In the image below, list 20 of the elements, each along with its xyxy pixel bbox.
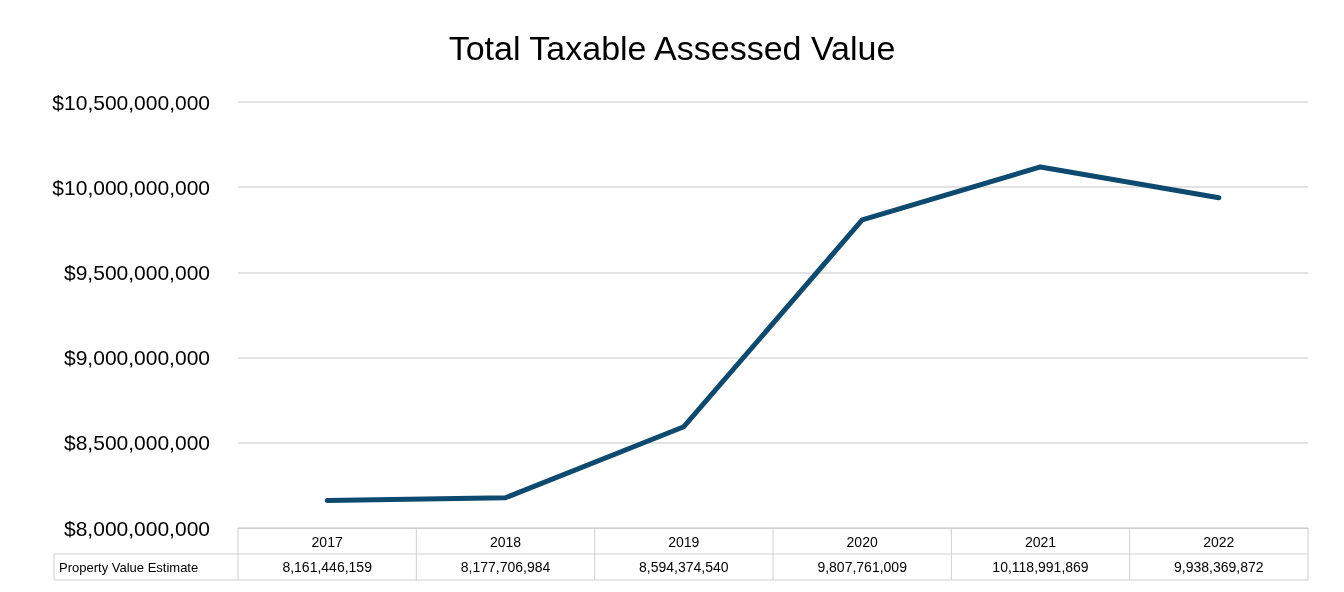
data-label: 8,594,374,540 — [639, 559, 729, 575]
y-tick-label: $9,500,000,000 — [64, 260, 210, 284]
x-tick-label: 2022 — [1203, 534, 1235, 550]
y-tick-label: $8,000,000,000 — [64, 516, 210, 540]
data-label: 10,118,991,869 — [992, 559, 1089, 575]
data-label: 8,161,446,159 — [282, 559, 373, 575]
text: Property Value Estimate — [59, 559, 199, 575]
data-label: 8,177,706,984 — [460, 559, 551, 575]
y-tick-label: $10,500,000,000 — [52, 90, 210, 114]
y-tick-label: $9,000,000,000 — [64, 346, 210, 370]
x-tick-label: 2018 — [489, 534, 522, 550]
y-tick-label: $8,500,000,000 — [64, 431, 210, 455]
data-label: 9,938,369,872 — [1174, 559, 1264, 575]
x-tick-label: 2019 — [668, 534, 700, 550]
x-tick-label: 2020 — [846, 534, 878, 550]
chart-title: Total Taxable Assessed Value — [448, 29, 896, 67]
x-tick-label: 2021 — [1024, 534, 1057, 550]
x-tick-label: 2017 — [311, 534, 343, 550]
y-tick-label: $10,000,000,000 — [52, 175, 210, 199]
data-label: 9,807,761,009 — [817, 559, 908, 575]
